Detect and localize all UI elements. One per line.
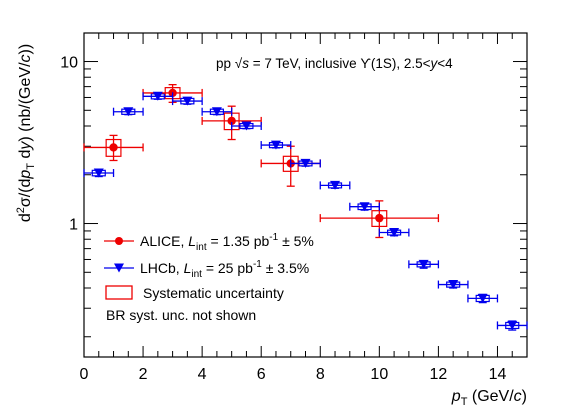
- lhcb-point: [418, 259, 429, 269]
- alice-point: [227, 116, 236, 126]
- y-axis-title: d2σ/(dpT dy) (nb/(GeV/c)): [15, 44, 37, 222]
- alice-point: [109, 143, 118, 152]
- lhcb-point: [93, 168, 104, 178]
- lhcb-point: [448, 280, 459, 290]
- y-tick-label: 1: [69, 217, 78, 234]
- alice-point: [375, 213, 384, 223]
- plot-annotation: pp √s = 7 TeV, inclusive ϒ(1S), 2.5<y<4: [216, 56, 453, 71]
- x-tick-label: 4: [198, 366, 207, 383]
- legend-systematic-box: [105, 285, 133, 300]
- legend-systematic: Systematic uncertainty: [105, 285, 284, 301]
- legend: ALICE, Lint = 1.35 pb-1 ± 5% LHCb, Lint …: [104, 232, 314, 323]
- lhcb-point: [152, 91, 163, 101]
- x-axis-title: pT (GeV/c): [451, 388, 527, 408]
- lhcb-point: [389, 228, 400, 238]
- plot-layer: 0 2 4 6 8 10 12 14 1 10: [60, 32, 528, 383]
- x-tick-label: 10: [370, 366, 388, 383]
- legend-alice-label: ALICE, Lint = 1.35 pb-1 ± 5%: [140, 232, 314, 253]
- legend-alice-marker: [115, 237, 123, 245]
- legend-lhcb: LHCb, Lint = 25 pb-1 ± 3.5%: [104, 259, 309, 280]
- legend-systematic-label: Systematic uncertainty: [143, 285, 284, 301]
- x-tick-label: 12: [430, 366, 448, 383]
- x-tick-label: 8: [316, 366, 325, 383]
- lhcb-point: [477, 293, 488, 303]
- lhcb-point: [270, 140, 281, 150]
- x-tick-label: 6: [257, 366, 266, 383]
- lhcb-point: [211, 107, 222, 117]
- x-tick-label: 2: [139, 366, 148, 383]
- legend-alice: ALICE, Lint = 1.35 pb-1 ± 5%: [104, 232, 314, 253]
- legend-br-note: BR syst. unc. not shown: [106, 307, 256, 323]
- lhcb-point: [241, 121, 252, 131]
- legend-lhcb-marker: [114, 263, 124, 273]
- lhcb-point: [330, 180, 341, 190]
- y-tick-label: 10: [60, 55, 78, 72]
- lhcb-point: [123, 107, 134, 117]
- legend-lhcb-label: LHCb, Lint = 25 pb-1 ± 3.5%: [140, 259, 309, 280]
- lhcb-point: [507, 320, 518, 330]
- lhcb-point: [300, 158, 311, 168]
- x-tick-label: 0: [80, 366, 89, 383]
- lhcb-point: [182, 96, 193, 106]
- x-tick-label: 14: [489, 366, 507, 383]
- lhcb-point: [359, 202, 370, 212]
